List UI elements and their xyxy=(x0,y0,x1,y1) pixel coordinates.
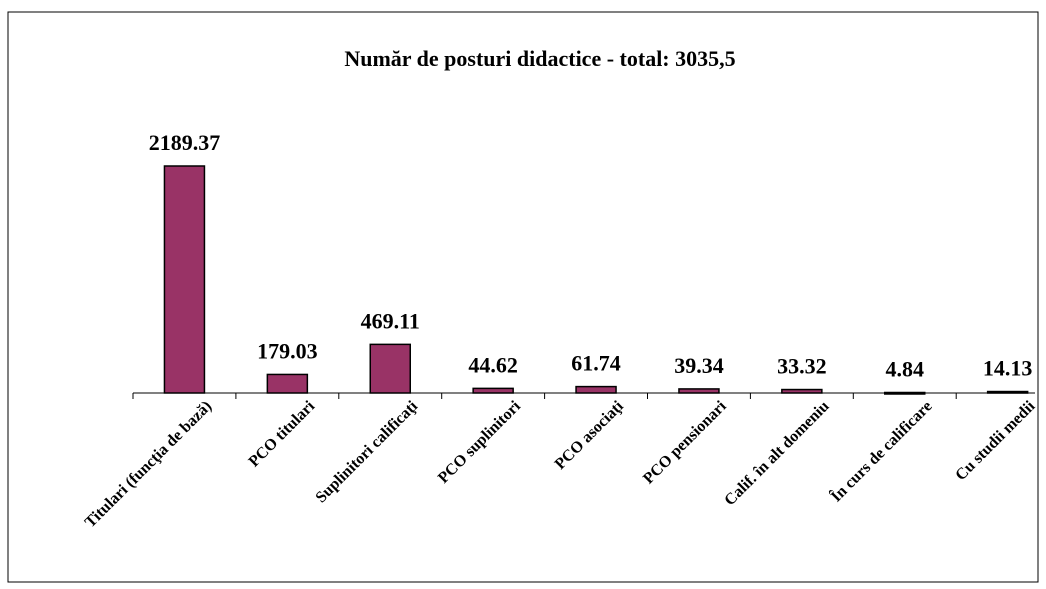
bar xyxy=(369,343,411,394)
data-label: 39.34 xyxy=(674,353,724,378)
data-label: 33.32 xyxy=(777,354,827,379)
data-label: 61.74 xyxy=(571,351,621,376)
bar xyxy=(266,373,309,394)
chart-frame xyxy=(7,11,1039,583)
data-label: 14.13 xyxy=(983,356,1033,381)
bar xyxy=(781,388,823,394)
bar xyxy=(472,387,514,394)
bar xyxy=(884,391,926,395)
bar xyxy=(678,388,720,394)
chart-title: Număr de posturi didactice - total: 3035… xyxy=(344,46,735,71)
bar xyxy=(575,385,617,394)
data-label: 179.03 xyxy=(257,338,318,363)
data-label: 44.62 xyxy=(468,352,518,377)
data-label: 4.84 xyxy=(886,356,925,381)
data-label: 2189.37 xyxy=(149,130,221,155)
bar xyxy=(163,165,206,394)
data-label: 469.11 xyxy=(361,308,420,333)
bar xyxy=(986,390,1029,394)
